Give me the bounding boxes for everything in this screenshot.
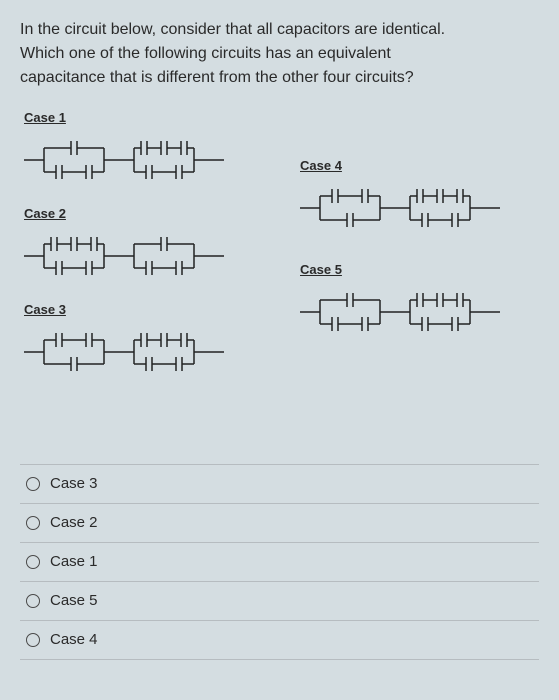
option-label: Case 5 [50,590,98,613]
radio-icon [26,555,40,569]
radio-icon [26,477,40,491]
circuit-diagram [300,284,500,340]
option-case-1[interactable]: Case 1 [20,543,539,582]
question-line: capacitance that is different from the o… [20,66,539,90]
option-label: Case 1 [50,551,98,574]
options-list: Case 3 Case 2 Case 1 Case 5 Case 4 [20,464,539,660]
cases-area: Case 1 Case 2 Case 3 Case 4 Case 5 [20,108,539,458]
case-label: Case 3 [24,300,224,320]
radio-icon [26,594,40,608]
circuit-diagram [24,132,224,188]
option-label: Case 2 [50,512,98,535]
option-case-3[interactable]: Case 3 [20,465,539,504]
radio-icon [26,516,40,530]
question-line: In the circuit below, consider that all … [20,18,539,42]
option-case-5[interactable]: Case 5 [20,582,539,621]
radio-icon [26,633,40,647]
circuit-diagram [300,180,500,236]
circuit-diagram [24,324,224,380]
case-2: Case 2 [24,204,224,292]
circuit-diagram [24,228,224,284]
option-label: Case 4 [50,629,98,652]
case-3: Case 3 [24,300,224,388]
case-1: Case 1 [24,108,224,196]
option-case-2[interactable]: Case 2 [20,504,539,543]
option-case-4[interactable]: Case 4 [20,621,539,660]
case-label: Case 2 [24,204,224,224]
case-5: Case 5 [300,260,500,348]
question-line: Which one of the following circuits has … [20,42,539,66]
case-4: Case 4 [300,156,500,244]
option-label: Case 3 [50,473,98,496]
case-label: Case 5 [300,260,500,280]
case-label: Case 1 [24,108,224,128]
case-label: Case 4 [300,156,500,176]
question-text: In the circuit below, consider that all … [20,18,539,90]
